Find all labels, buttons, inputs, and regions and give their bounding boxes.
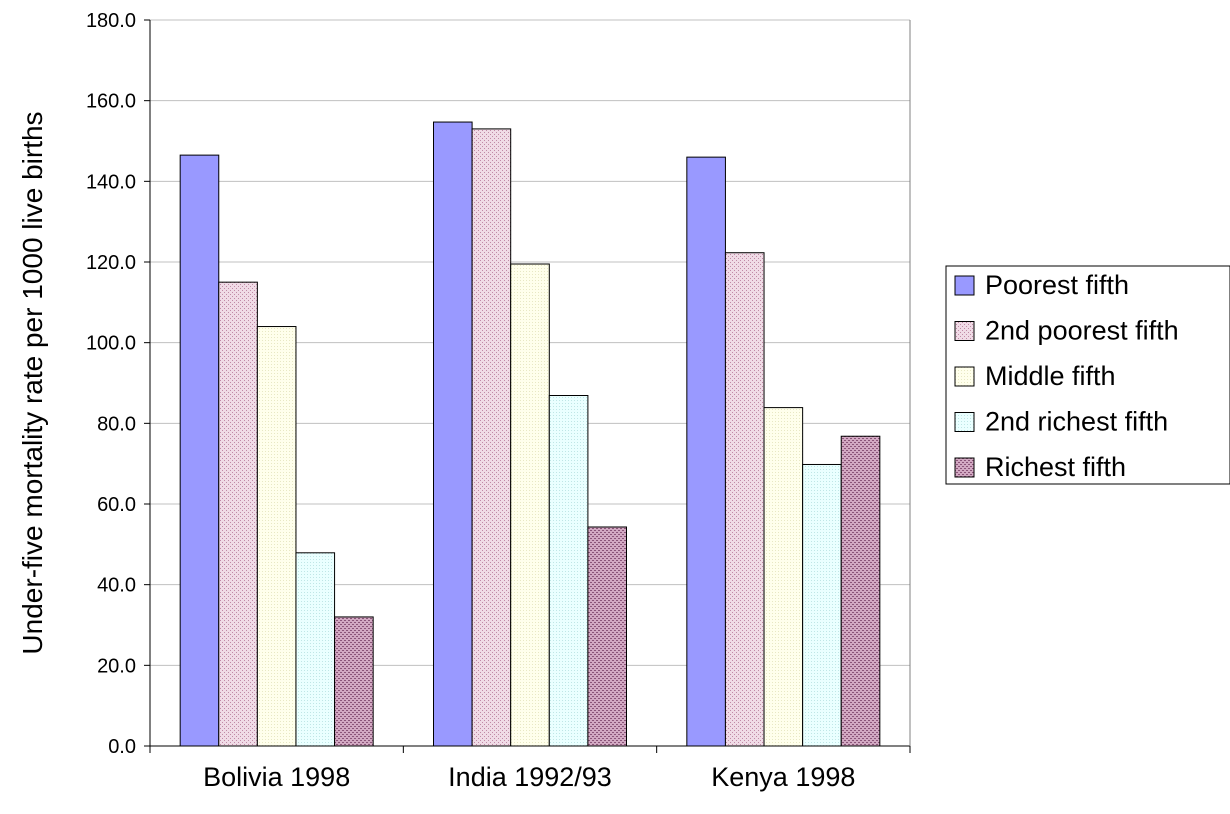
bar-poorest-fifth-1 — [433, 121, 473, 747]
y-axis-label: Under-five mortality rate per 1000 live … — [17, 111, 48, 654]
bar-poorest-fifth-2 — [686, 156, 726, 747]
bar-2nd-poorest-fifth-2 — [724, 252, 765, 747]
bar-2nd-poorest-fifth-1 — [471, 128, 512, 747]
legend: Poorest fifth 2nd poorest fifth Middle fif… — [945, 265, 1230, 485]
x-tick-label: Bolivia 1998 — [203, 762, 350, 792]
y-tick-label: 60.0 — [97, 494, 136, 516]
y-tick-label: 100.0 — [86, 333, 136, 355]
legend-swatch — [954, 412, 975, 432]
y-tick-label: 160.0 — [86, 91, 136, 113]
legend-label: 2nd richest fifth — [985, 407, 1168, 437]
bar-2nd-richest-fifth-1 — [548, 395, 589, 747]
y-ticks: 0.0 20.0 40.0 60.0 80.0 100.0 120.0 140.0 160.0 1… — [86, 10, 150, 758]
y-tick-label: 0.0 — [108, 736, 136, 758]
bar-richest-fifth-0 — [334, 616, 374, 747]
y-tick-label: 40.0 — [97, 575, 136, 597]
bar-2nd-poorest-fifth-0 — [218, 281, 258, 747]
y-tick-label: 140.0 — [86, 171, 136, 193]
x-ticks: Bolivia 1998 India 1992/93 Kenya 1998 — [149, 746, 911, 792]
legend-label: Richest fifth — [985, 452, 1126, 482]
y-tick-label: 180.0 — [86, 10, 136, 32]
legend-label: Poorest fifth — [985, 270, 1129, 300]
legend-swatch — [954, 275, 975, 296]
plot-area: 0.0 20.0 40.0 60.0 80.0 100.0 120.0 140.0 160.0 1… — [86, 10, 911, 792]
bar-richest-fifth-1 — [587, 526, 628, 747]
bars — [179, 121, 881, 747]
bar-richest-fifth-2 — [840, 435, 881, 747]
legend-swatch — [954, 457, 975, 478]
legend-box — [945, 265, 1230, 485]
x-tick-label: India 1992/93 — [448, 762, 612, 792]
x-tick-label: Kenya 1998 — [711, 762, 855, 792]
bar-middle-fifth-1 — [510, 263, 550, 747]
bar-middle-fifth-0 — [256, 326, 297, 747]
bar-2nd-richest-fifth-2 — [802, 463, 842, 747]
legend-label: 2nd poorest fifth — [985, 316, 1179, 346]
y-tick-label: 80.0 — [97, 413, 136, 435]
bar-poorest-fifth-0 — [179, 154, 220, 747]
legend-swatch — [954, 321, 975, 341]
y-tick-label: 120.0 — [86, 252, 136, 274]
bar-middle-fifth-2 — [763, 407, 804, 747]
y-tick-label: 20.0 — [97, 655, 136, 677]
legend-swatch — [954, 366, 975, 387]
bar-2nd-richest-fifth-0 — [295, 552, 336, 747]
legend-label: Middle fifth — [985, 361, 1116, 391]
